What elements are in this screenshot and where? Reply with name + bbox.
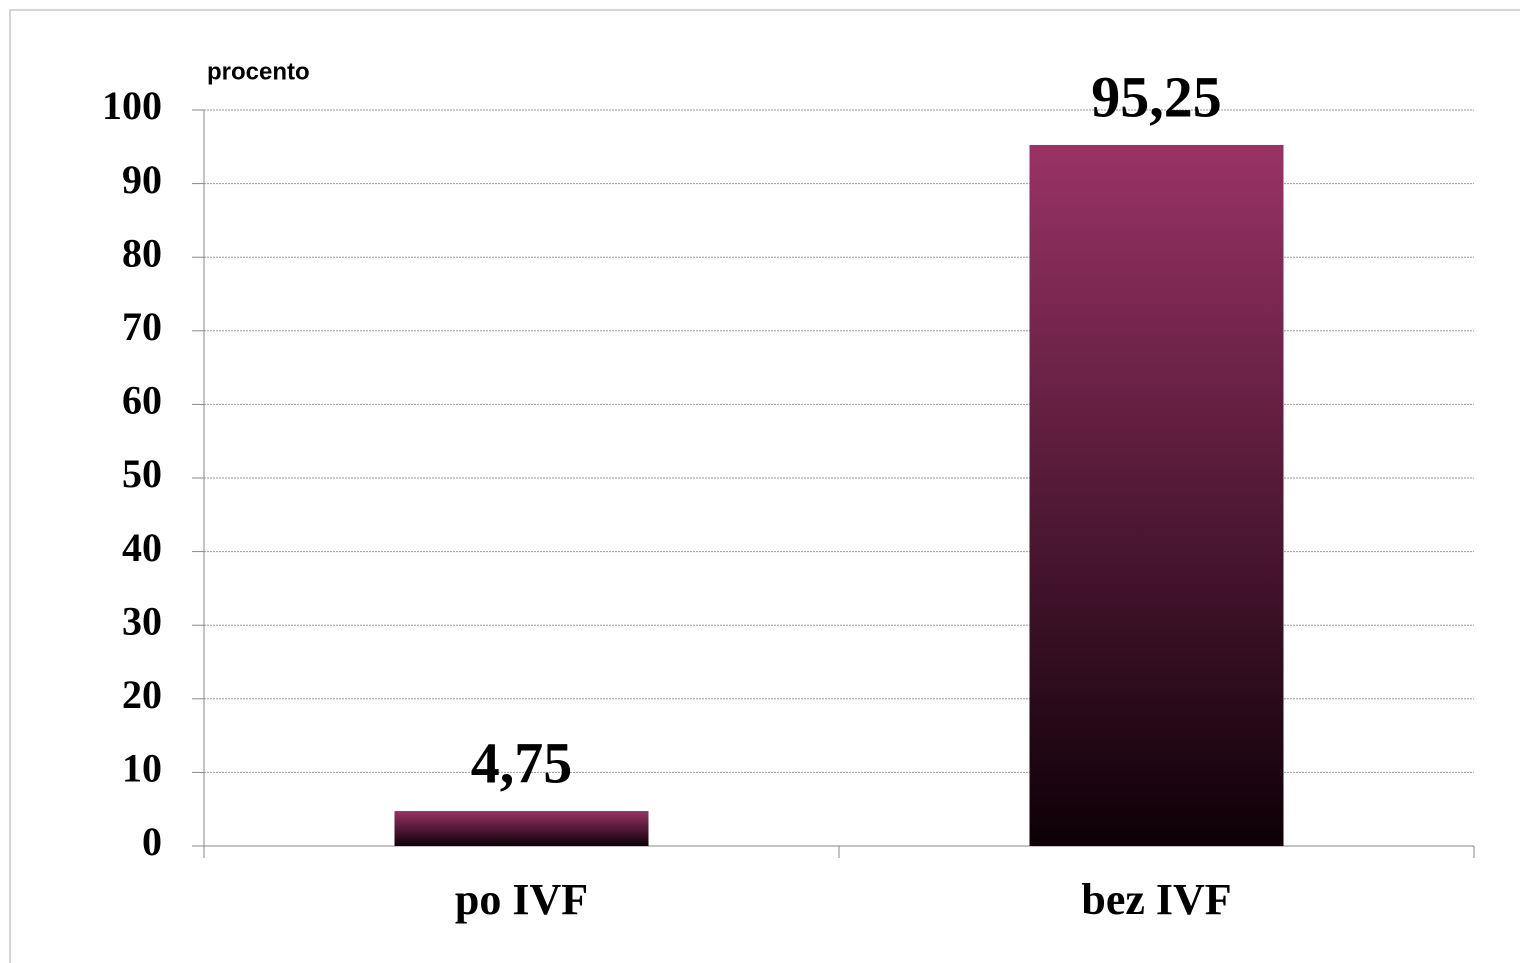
y-tick-label: 90	[122, 157, 162, 202]
chart-frame	[9, 9, 1520, 963]
y-tick-label: 10	[122, 746, 162, 791]
y-tick-label: 70	[122, 304, 162, 349]
data-label: 4,75	[471, 730, 573, 795]
y-tick-label: 60	[122, 378, 162, 423]
y-tick-label: 80	[122, 230, 162, 275]
bar	[394, 811, 649, 846]
y-tick-label: 20	[122, 672, 162, 717]
y-tick-label: 40	[122, 525, 162, 570]
y-axis-label: procento	[207, 58, 310, 85]
y-tick-label: 30	[122, 598, 162, 643]
x-tick-label: po IVF	[455, 875, 588, 924]
y-tick-label: 0	[142, 819, 162, 864]
x-tick-label: bez IVF	[1081, 875, 1231, 924]
y-tick-label: 100	[102, 83, 162, 128]
bar	[1029, 144, 1284, 846]
data-label: 95,25	[1091, 64, 1222, 129]
y-tick-label: 50	[122, 451, 162, 496]
